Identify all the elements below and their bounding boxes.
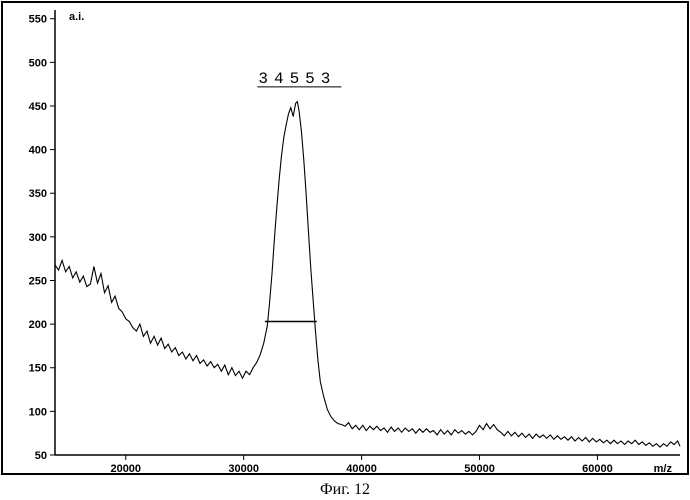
y-tick-label: 250 — [29, 275, 47, 287]
x-tick-label: 30000 — [228, 463, 259, 475]
y-tick-label: 200 — [29, 319, 47, 331]
spectrum-chart: 50 100 150 200 250 300 350 400 450 500 550 a.i. 2000… — [0, 0, 690, 500]
y-tick-label: 350 — [29, 188, 47, 200]
y-tick-label: 500 — [29, 57, 47, 69]
peak-annotation: 34553 — [258, 70, 336, 88]
chart-frame — [2, 2, 688, 474]
x-tick-label: 50000 — [464, 463, 495, 475]
y-tick-label: 50 — [35, 450, 47, 462]
y-tick-label: 300 — [29, 232, 47, 244]
x-axis-label: m/z — [654, 463, 673, 475]
y-tick-label: 450 — [29, 101, 47, 113]
x-tick-label: 20000 — [110, 463, 141, 475]
y-tick-label: 100 — [29, 406, 47, 418]
figure-caption: Фиг. 12 — [320, 481, 370, 498]
x-tick-label: 60000 — [582, 463, 613, 475]
y-axis-label: a.i. — [69, 11, 84, 23]
y-tick-label: 400 — [29, 145, 47, 157]
chart-svg: 50 100 150 200 250 300 350 400 450 500 550 a.i. 2000… — [0, 0, 690, 500]
y-tick-label: 150 — [29, 363, 47, 375]
x-tick-label: 40000 — [346, 463, 377, 475]
y-tick-label: 550 — [29, 14, 47, 26]
